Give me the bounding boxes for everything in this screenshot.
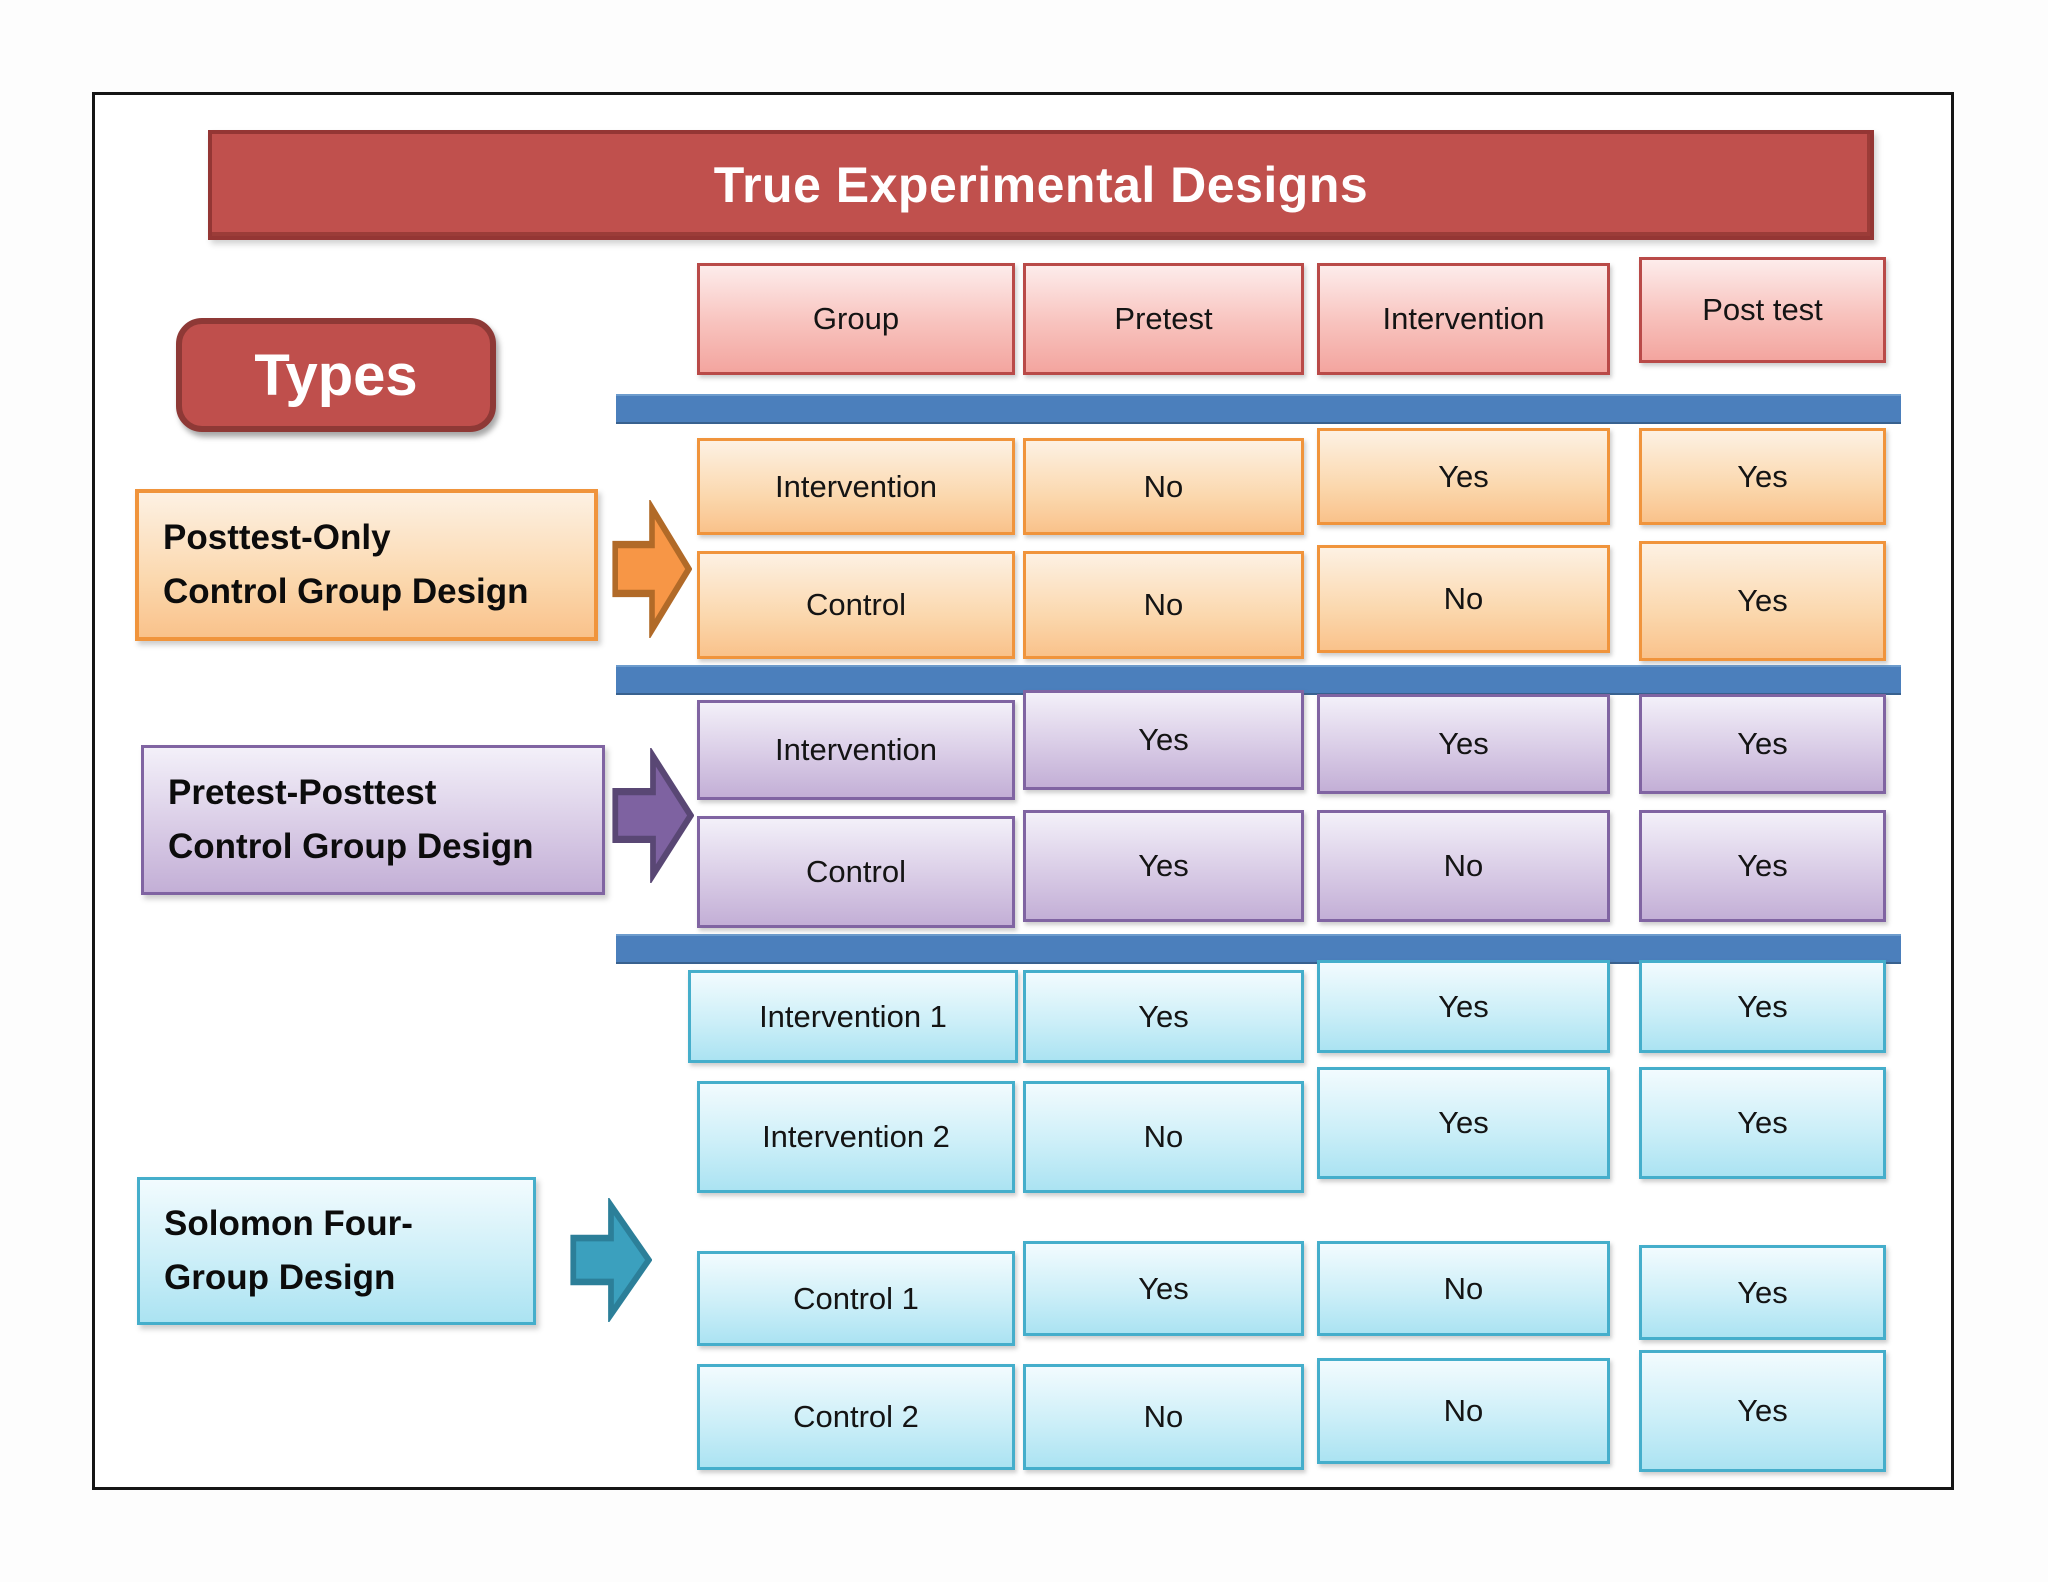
- section-label-line: Solomon Four-: [164, 1203, 413, 1243]
- table-cell: No: [1023, 438, 1304, 535]
- types-badge: Types: [176, 318, 496, 432]
- table-cell: Yes: [1023, 690, 1304, 790]
- section-divider: [616, 934, 1901, 964]
- types-label: Types: [254, 342, 418, 408]
- table-cell: Control: [697, 816, 1015, 928]
- section-label-line: Pretest-Posttest: [168, 772, 437, 812]
- table-cell: No: [1317, 1241, 1610, 1336]
- table-cell: Yes: [1639, 428, 1886, 525]
- table-cell: Intervention 2: [697, 1081, 1015, 1193]
- section-label-line: Control Group Design: [168, 827, 534, 866]
- table-cell: Yes: [1317, 694, 1610, 794]
- table-cell: Yes: [1023, 1241, 1304, 1336]
- table-cell: Control 2: [697, 1364, 1015, 1470]
- section-label-line: Control Group Design: [163, 572, 529, 611]
- table-cell: No: [1023, 1364, 1304, 1470]
- title-bar: True Experimental Designs: [208, 130, 1874, 240]
- table-cell: Yes: [1023, 810, 1304, 922]
- table-cell: No: [1317, 1358, 1610, 1464]
- section-divider: [616, 394, 1901, 424]
- table-cell: Yes: [1639, 1245, 1886, 1340]
- table-cell: Yes: [1317, 1067, 1610, 1179]
- table-cell: Yes: [1639, 960, 1886, 1053]
- column-header-pretest: Pretest: [1023, 263, 1304, 375]
- column-header-group: Group: [697, 263, 1015, 375]
- table-cell: Yes: [1639, 1067, 1886, 1179]
- right-arrow-icon: [612, 748, 694, 883]
- table-cell: Yes: [1639, 1350, 1886, 1472]
- section-label-line: Group Design: [164, 1258, 396, 1297]
- section-label-posttest-only: Posttest-Only Control Group Design: [135, 489, 598, 641]
- table-cell: Yes: [1023, 970, 1304, 1063]
- page-title: True Experimental Designs: [713, 157, 1369, 213]
- table-cell: Control: [697, 551, 1015, 659]
- table-cell: Yes: [1639, 541, 1886, 661]
- table-cell: No: [1023, 1081, 1304, 1193]
- section-label-line: Posttest-Only: [163, 517, 391, 557]
- table-cell: Control 1: [697, 1251, 1015, 1346]
- right-arrow-icon: [570, 1198, 652, 1322]
- table-cell: No: [1317, 810, 1610, 922]
- table-cell: Yes: [1317, 428, 1610, 525]
- section-label-solomon-four-group: Solomon Four- Group Design: [137, 1177, 536, 1325]
- table-cell: Intervention: [697, 700, 1015, 800]
- column-header-posttest: Post test: [1639, 257, 1886, 363]
- table-cell: No: [1023, 551, 1304, 659]
- table-cell: Intervention 1: [688, 970, 1018, 1063]
- section-label-pretest-posttest: Pretest-Posttest Control Group Design: [141, 745, 605, 895]
- column-header-intervention: Intervention: [1317, 263, 1610, 375]
- table-cell: Yes: [1639, 694, 1886, 794]
- table-cell: Intervention: [697, 438, 1015, 535]
- table-cell: Yes: [1639, 810, 1886, 922]
- right-arrow-icon: [612, 500, 692, 638]
- table-cell: Yes: [1317, 960, 1610, 1053]
- table-cell: No: [1317, 545, 1610, 653]
